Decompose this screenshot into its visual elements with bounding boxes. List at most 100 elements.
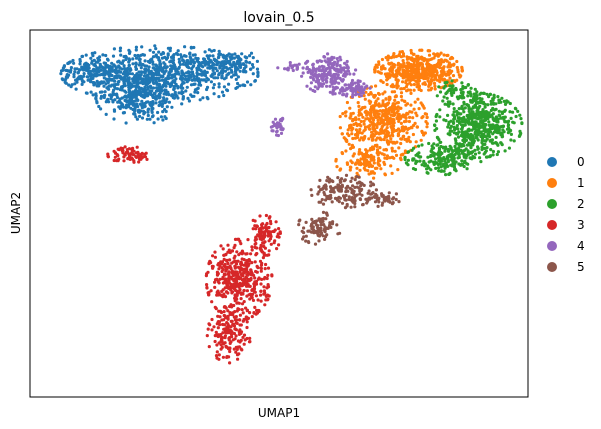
cell-point: [342, 136, 346, 140]
cell-point: [238, 313, 242, 317]
cell-point: [259, 266, 263, 271]
cell-point: [323, 230, 327, 234]
cell-point: [301, 66, 305, 70]
cell-point: [137, 77, 141, 81]
cell-point: [134, 155, 138, 159]
cell-point: [205, 76, 209, 80]
cell-point: [180, 86, 184, 90]
cell-point: [398, 106, 402, 110]
series-4-points: [269, 52, 372, 138]
cell-point: [239, 297, 243, 301]
cell-point: [186, 70, 191, 74]
cell-point: [438, 162, 442, 166]
cell-point: [228, 361, 232, 365]
cell-point: [318, 226, 322, 231]
cell-point: [137, 92, 141, 97]
cell-point: [248, 336, 252, 340]
cell-point: [445, 103, 450, 107]
cell-point: [390, 117, 394, 121]
cell-point: [501, 116, 505, 120]
cell-point: [471, 115, 475, 119]
cell-point: [269, 242, 273, 246]
cell-point: [415, 80, 419, 84]
cell-point: [397, 146, 401, 150]
cell-point: [381, 92, 385, 96]
cell-point: [252, 284, 256, 288]
cell-point: [357, 92, 361, 96]
cell-point: [383, 109, 387, 113]
cell-point: [353, 205, 357, 209]
cell-point: [244, 284, 249, 288]
cell-point: [221, 247, 225, 251]
cell-point: [369, 100, 373, 104]
cell-point: [437, 146, 441, 150]
cell-point: [392, 84, 396, 89]
cell-point: [234, 77, 238, 81]
cell-point: [353, 185, 357, 189]
cell-point: [487, 120, 491, 124]
cell-point: [228, 264, 232, 268]
cell-point: [97, 104, 101, 109]
cell-point: [69, 68, 73, 72]
cell-point: [390, 171, 394, 175]
cell-point: [206, 327, 210, 331]
cell-point: [407, 126, 411, 130]
cell-point: [227, 52, 231, 56]
cell-point: [487, 95, 491, 99]
cell-point: [392, 74, 396, 78]
cell-point: [345, 63, 349, 67]
cell-point: [122, 159, 126, 163]
cell-point: [193, 88, 197, 92]
cell-point: [250, 245, 254, 249]
cell-point: [106, 155, 110, 159]
cell-point: [213, 285, 217, 289]
cell-point: [219, 310, 224, 315]
cell-point: [325, 76, 329, 80]
cell-point: [498, 114, 502, 118]
cell-point: [454, 160, 458, 164]
cell-point: [395, 140, 399, 144]
legend-label: 0: [577, 155, 585, 169]
cell-point: [462, 118, 466, 122]
cell-point: [146, 80, 150, 84]
cell-point: [384, 74, 389, 79]
cell-point: [240, 52, 244, 56]
cell-point: [177, 65, 181, 69]
cell-point: [151, 50, 156, 54]
cell-point: [223, 280, 227, 284]
cell-point: [411, 132, 415, 137]
cell-point: [348, 116, 352, 120]
cell-point: [448, 76, 452, 80]
cell-point: [488, 92, 492, 96]
cell-point: [421, 65, 425, 69]
cell-point: [128, 83, 132, 87]
cell-point: [329, 196, 333, 200]
cell-point: [211, 86, 215, 90]
cell-point: [249, 83, 253, 87]
cell-point: [152, 121, 156, 125]
cell-point: [362, 119, 366, 123]
cell-point: [233, 296, 237, 300]
cell-point: [248, 311, 252, 315]
cell-point: [409, 103, 413, 107]
cell-point: [413, 69, 417, 73]
series-2-points: [403, 79, 524, 177]
cell-point: [233, 327, 237, 331]
cell-point: [73, 82, 77, 86]
cell-point: [394, 54, 398, 59]
cell-point: [134, 115, 138, 119]
cell-point: [187, 78, 191, 82]
cell-point: [374, 192, 378, 196]
cell-point: [254, 269, 258, 274]
cell-point: [375, 65, 379, 69]
cell-point: [267, 249, 271, 253]
cell-point: [140, 45, 144, 49]
cell-point: [175, 72, 180, 76]
cell-point: [115, 159, 119, 163]
series-0-points: [59, 44, 260, 125]
cell-point: [357, 117, 361, 121]
cell-point: [336, 183, 340, 187]
cell-point: [319, 59, 324, 64]
cell-point: [112, 149, 116, 153]
cell-point: [512, 139, 516, 143]
